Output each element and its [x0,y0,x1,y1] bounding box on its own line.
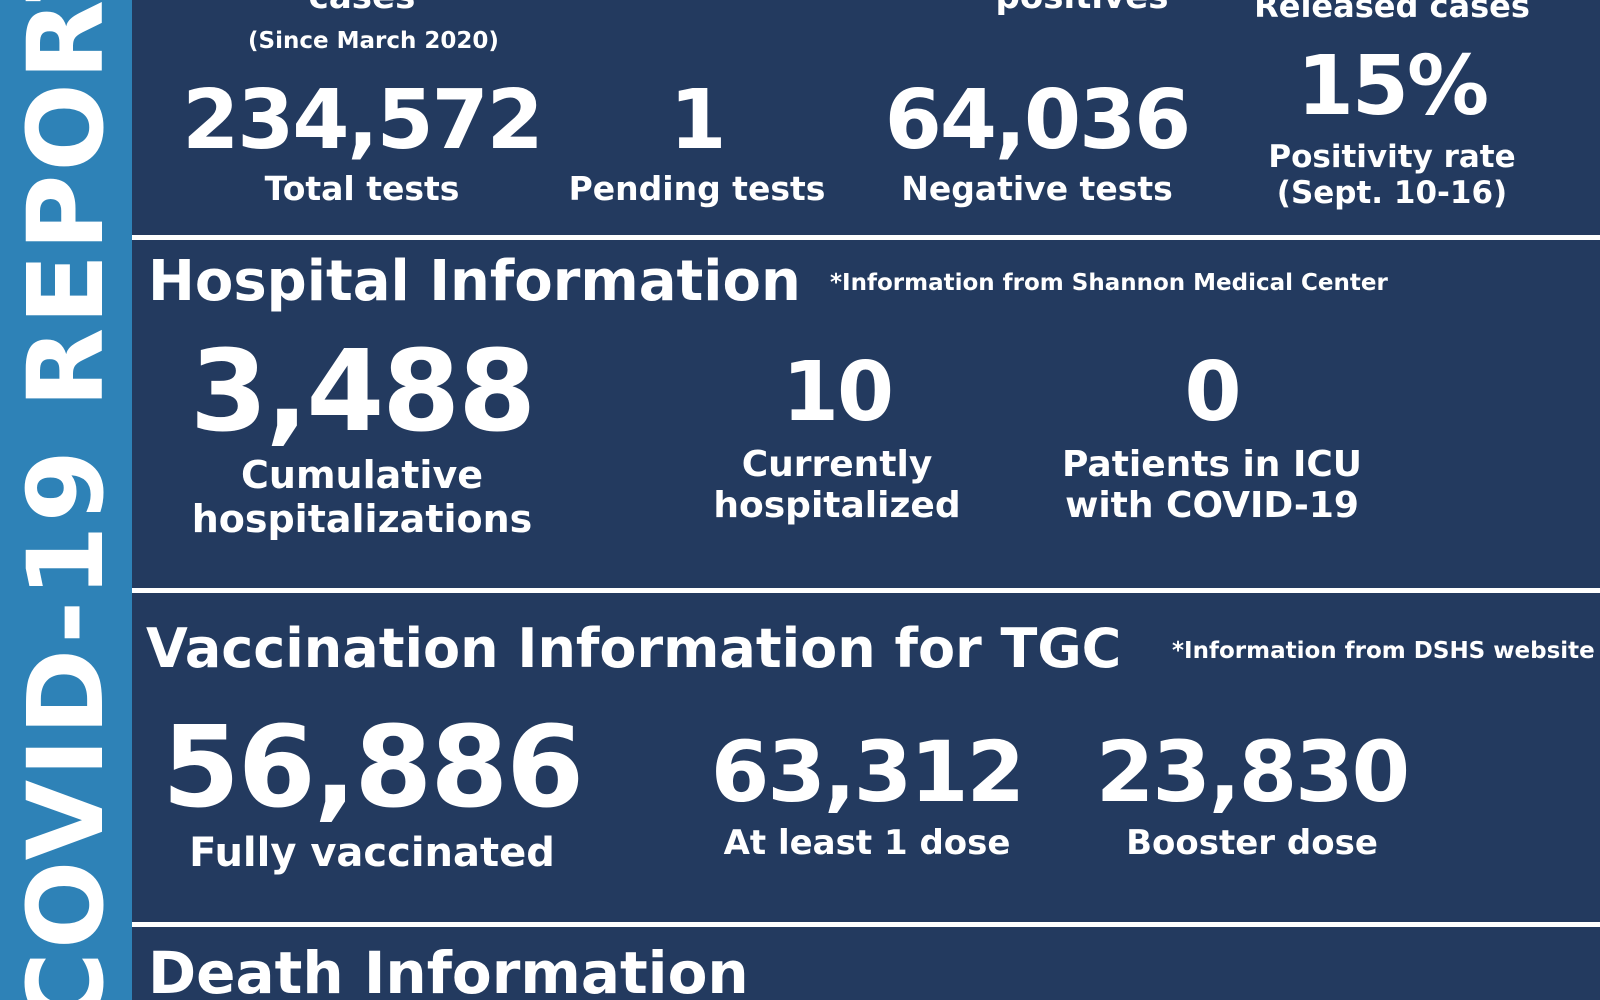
icu-label-line2: with COVID-19 [1065,485,1359,527]
positivity-rate-label: Positivity rate [1268,139,1516,175]
icu-label-line1: Patients in ICU [1061,444,1363,485]
icu-patients-value: 0 [1184,345,1241,440]
one-dose-value: 63,312 [710,723,1025,821]
booster-dose-label: Booster dose [1126,823,1378,863]
currently-hospitalized-stat: 10 Currently hospitalized [687,352,987,527]
total-tests-label: Total tests [264,169,460,208]
pending-tests-label: Pending tests [568,169,826,208]
side-banner: COVID-19 REPORT [0,0,132,1000]
one-dose-label: At least 1 dose [723,823,1011,863]
total-tests-stat: 234,572 Total tests [152,80,572,208]
negative-tests-stat: 64,036 Negative tests [877,80,1197,208]
cumulative-label-line1: Cumulative [241,453,483,497]
pending-tests-stat: 1 Pending tests [552,80,842,208]
since-march-note: (Since March 2020) [248,28,499,54]
booster-dose-value: 23,830 [1095,723,1410,821]
cumulative-hospitalizations-stat: 3,488 Cumulative hospitalizations [162,336,562,541]
fully-vaccinated-value: 56,886 [162,703,584,833]
cumulative-label-line2: hospitalizations [191,496,533,541]
booster-dose-stat: 23,830 Booster dose [1092,730,1412,863]
positivity-rate-stat: 15% Positivity rate (Sept. 10-16) [1242,46,1542,211]
hospital-section-title: Hospital Information [148,249,801,314]
cases-header: cases [262,0,462,14]
fully-vaccinated-label: Fully vaccinated [189,830,555,876]
currently-label-line1: Currently [741,444,933,485]
total-tests-value: 234,572 [182,73,543,168]
vaccination-section-title: Vaccination Information for TGC [146,617,1122,680]
positivity-rate-value: 15% [1296,39,1489,134]
divider-2 [132,588,1600,593]
divider-3 [132,922,1600,927]
cumulative-hospitalizations-value: 3,488 [189,327,536,457]
positivity-rate-period: (Sept. 10-16) [1276,174,1508,211]
pending-tests-value: 1 [669,73,726,168]
hospital-source-note: *Information from Shannon Medical Center [830,270,1388,296]
fully-vaccinated-stat: 56,886 Fully vaccinated [162,703,584,876]
negative-tests-label: Negative tests [901,169,1173,208]
main-panel: cases positives Released cases (Since Ma… [132,0,1600,1000]
one-dose-stat: 63,312 At least 1 dose [707,730,1027,863]
vaccination-source-note: *Information from DSHS website [1172,638,1595,664]
positives-header: positives [952,0,1212,14]
currently-hospitalized-value: 10 [781,345,894,440]
currently-label-line2: hospitalized [713,485,961,527]
report-title: COVID-19 REPORT [5,0,127,1000]
released-header: Released cases [1254,0,1530,25]
negative-tests-value: 64,036 [884,73,1191,168]
icu-patients-stat: 0 Patients in ICU with COVID-19 [1047,352,1377,527]
divider-1 [132,235,1600,240]
death-section-title: Death Information [148,939,749,1000]
